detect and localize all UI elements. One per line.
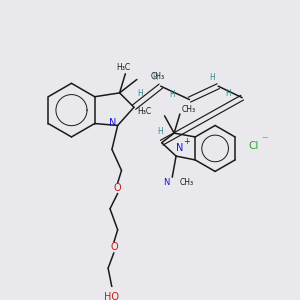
Text: O: O: [110, 242, 118, 252]
Text: CH₃: CH₃: [182, 105, 196, 114]
Text: Cl: Cl: [248, 141, 259, 151]
Text: H: H: [169, 90, 175, 99]
Text: H: H: [210, 73, 215, 82]
Text: +: +: [183, 137, 190, 146]
Text: H: H: [157, 127, 163, 136]
Text: CH₃: CH₃: [150, 72, 164, 81]
Text: H₃C: H₃C: [137, 106, 151, 116]
Text: HO: HO: [104, 292, 119, 300]
Text: ⁻: ⁻: [262, 134, 268, 147]
Text: H: H: [225, 89, 231, 98]
Text: N: N: [109, 118, 117, 128]
Text: O: O: [114, 183, 122, 193]
Text: N: N: [163, 178, 170, 188]
Text: H₃C: H₃C: [116, 62, 130, 71]
Text: H: H: [152, 73, 158, 82]
Text: N: N: [176, 143, 184, 153]
Text: H: H: [137, 89, 142, 98]
Text: CH₃: CH₃: [180, 178, 194, 188]
